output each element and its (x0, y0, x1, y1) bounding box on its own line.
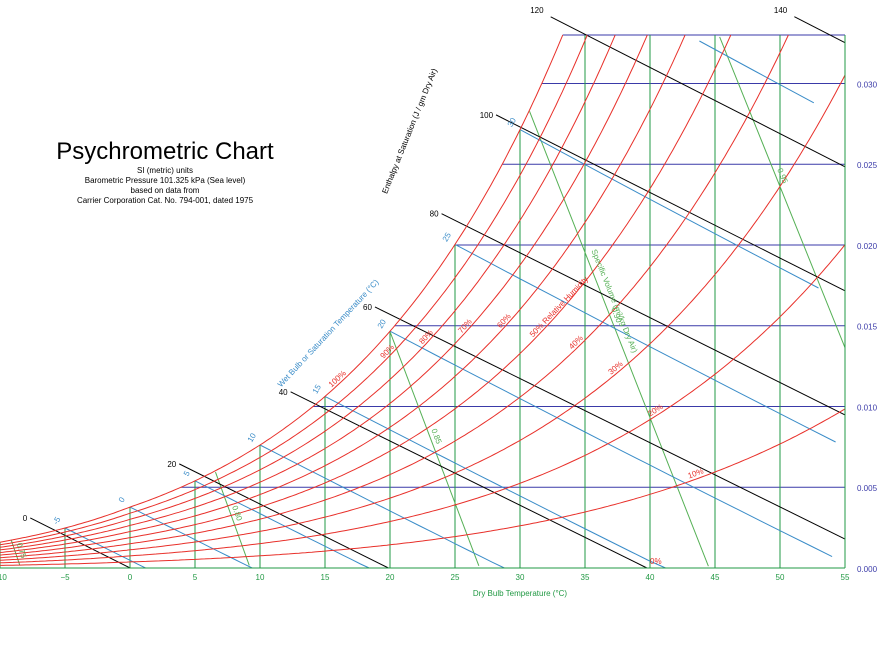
relative-humidity-curves (0, 34, 846, 569)
enthalpy-label: 140 (774, 6, 788, 15)
rh-curve (0, 34, 648, 551)
rh-curve (0, 34, 564, 543)
wet-bulb-line (519, 129, 819, 289)
wet-bulb-line (324, 395, 666, 569)
rh-curve (0, 34, 616, 548)
enthalpy-label: 0 (23, 514, 28, 523)
y-tick-label: 0.010 (857, 403, 878, 412)
x-tick-label: 25 (451, 573, 460, 582)
wet-bulb-line (699, 40, 815, 104)
wet-bulb-label: 0 (117, 495, 127, 504)
x-tick-label: 0 (128, 573, 133, 582)
specific-volume-label: 0.95 (775, 167, 789, 185)
enthalpy-label: 100 (480, 111, 494, 120)
rh-label: 90% (378, 343, 396, 361)
chart-title: Psychrometric Chart (56, 138, 274, 165)
wet-bulb-line (389, 330, 833, 558)
x-tick-label: 30 (516, 573, 525, 582)
x-tick-label: 45 (711, 573, 720, 582)
specific-volume-line (389, 331, 480, 567)
chart-subtitle-line: SI (metric) units (136, 166, 193, 175)
rh-curve (0, 34, 588, 546)
rh-label: 40% (567, 334, 585, 352)
x-tick-label: 15 (321, 573, 330, 582)
axes (0, 35, 846, 569)
rh-label: 80% (417, 328, 434, 346)
rh-curve (0, 74, 846, 561)
title-block: Psychrometric Chart SI (metric) units Ba… (40, 138, 290, 206)
x-tick-label: 20 (386, 573, 395, 582)
y-tick-label: 0.025 (857, 161, 878, 170)
x-tick-label: 5 (193, 573, 198, 582)
x-tick-label: 40 (646, 573, 655, 582)
specific-volume-line (10, 540, 21, 566)
wet-bulb-label: 30 (506, 116, 519, 129)
enthalpy-line (550, 16, 846, 168)
wet-bulb-axis-label: Wet Bulb or Saturation Temperature (°C) (276, 277, 381, 389)
chart-subtitle-line: based on data from (130, 186, 200, 195)
dry-bulb-lines (0, 35, 846, 568)
y-tick-label: 0.030 (857, 80, 878, 89)
chart-subtitle-line: Carrier Corporation Cat. No. 794-001, da… (76, 196, 254, 205)
wet-bulb-label: 10 (246, 431, 259, 444)
rh-label: 10% (687, 467, 705, 481)
rh-label: 0% (650, 557, 662, 566)
rh-curve (0, 408, 846, 566)
x-tick-label: 50 (776, 573, 785, 582)
enthalpy-label: 60 (363, 303, 372, 312)
specific-volume-axis-label: Specific Volume (m³/kg Dry Air) (589, 248, 639, 354)
x-axis-label: Dry Bulb Temperature (°C) (473, 589, 568, 598)
wet-bulb-label: 15 (311, 383, 324, 396)
chart-subtitle-line: Barometric Pressure 101.325 kPa (Sea lev… (84, 176, 246, 185)
wet-bulb-line (454, 243, 836, 443)
enthalpy-label: 40 (279, 388, 288, 397)
x-tick-label: 10 (256, 573, 265, 582)
enthalpy-label: 120 (530, 6, 544, 15)
x-tick-label: −10 (0, 573, 7, 582)
wet-bulb-label: 20 (376, 317, 389, 330)
y-tick-label: 0.015 (857, 323, 878, 332)
enthalpy-lines (30, 16, 846, 569)
x-tick-label: 35 (581, 573, 590, 582)
wet-bulb-line (129, 506, 253, 569)
rh-curve (0, 244, 846, 564)
humidity-ratio-lines (0, 34, 845, 569)
wet-bulb-label: 5 (182, 469, 192, 478)
y-tick-label: 0.000 (857, 565, 878, 574)
rh-label: 50% Relative Humidity (528, 275, 590, 339)
enthalpy-label: 20 (167, 460, 176, 469)
y-tick-label: 0.020 (857, 242, 878, 251)
enthalpy-line (179, 463, 389, 569)
enthalpy-line (441, 213, 846, 416)
enthalpy-line (495, 114, 846, 292)
enthalpy-line (290, 391, 648, 569)
wet-bulb-lines (64, 40, 836, 569)
enthalpy-label: 80 (430, 210, 439, 219)
y-tick-label: 0.005 (857, 484, 878, 493)
wet-bulb-label: 25 (441, 231, 454, 244)
wet-bulb-label: -5 (51, 515, 63, 526)
rh-curve (0, 34, 686, 553)
wet-bulb-line (259, 444, 505, 569)
enthalpy-axis-label: Enthalpy at Saturation (J / gm Dry Air) (380, 67, 439, 195)
wet-bulb-line (194, 480, 370, 569)
x-tick-label: −5 (60, 573, 70, 582)
enthalpy-line (374, 306, 846, 540)
rh-curve (0, 34, 732, 556)
specific-volume-label: 0.85 (429, 427, 443, 445)
specific-volume-line (719, 36, 846, 348)
specific-volume-line (529, 111, 709, 567)
x-tick-label: 55 (841, 573, 850, 582)
enthalpy-line (794, 16, 846, 44)
rh-curve (0, 34, 789, 559)
enthalpy-line (30, 517, 131, 569)
